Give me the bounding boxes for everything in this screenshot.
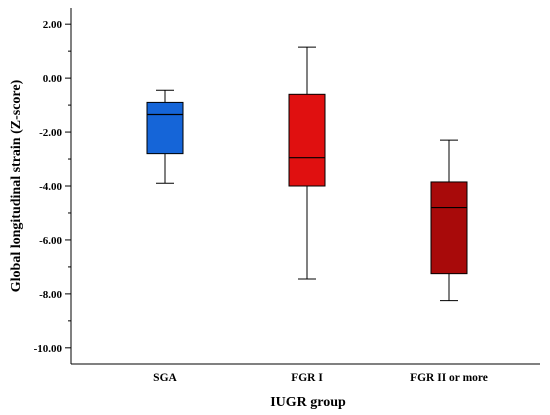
x-category-label: SGA <box>153 372 177 384</box>
y-tick-label: -8.00 <box>39 289 62 301</box>
y-tick-label: -10.00 <box>34 343 63 355</box>
boxes <box>146 46 468 302</box>
iqr-box <box>288 93 326 187</box>
x-axis-title: IUGR group <box>270 395 346 410</box>
y-tick-label: 0.00 <box>43 73 63 85</box>
x-category-label: FGR II or more <box>410 372 488 384</box>
box-1 <box>146 89 184 184</box>
y-tick-label: -2.00 <box>39 127 62 139</box>
iqr-box <box>146 101 184 155</box>
y-axis-title: Global longitudinal strain (Z-score) <box>9 79 24 292</box>
iqr-box <box>430 181 468 275</box>
x-category-labels: SGA FGR I FGR II or more <box>153 372 488 384</box>
y-ticks: 2.00 0.00 -2.00 -4.00 -6.00 -8.00 -10.00 <box>34 19 71 355</box>
box-2 <box>288 46 326 280</box>
y-tick-label: 2.00 <box>43 19 63 31</box>
x-category-label: FGR I <box>291 372 323 384</box>
box-3 <box>430 139 468 302</box>
y-tick-label: -6.00 <box>39 235 62 247</box>
y-tick-label: -4.00 <box>39 181 62 193</box>
